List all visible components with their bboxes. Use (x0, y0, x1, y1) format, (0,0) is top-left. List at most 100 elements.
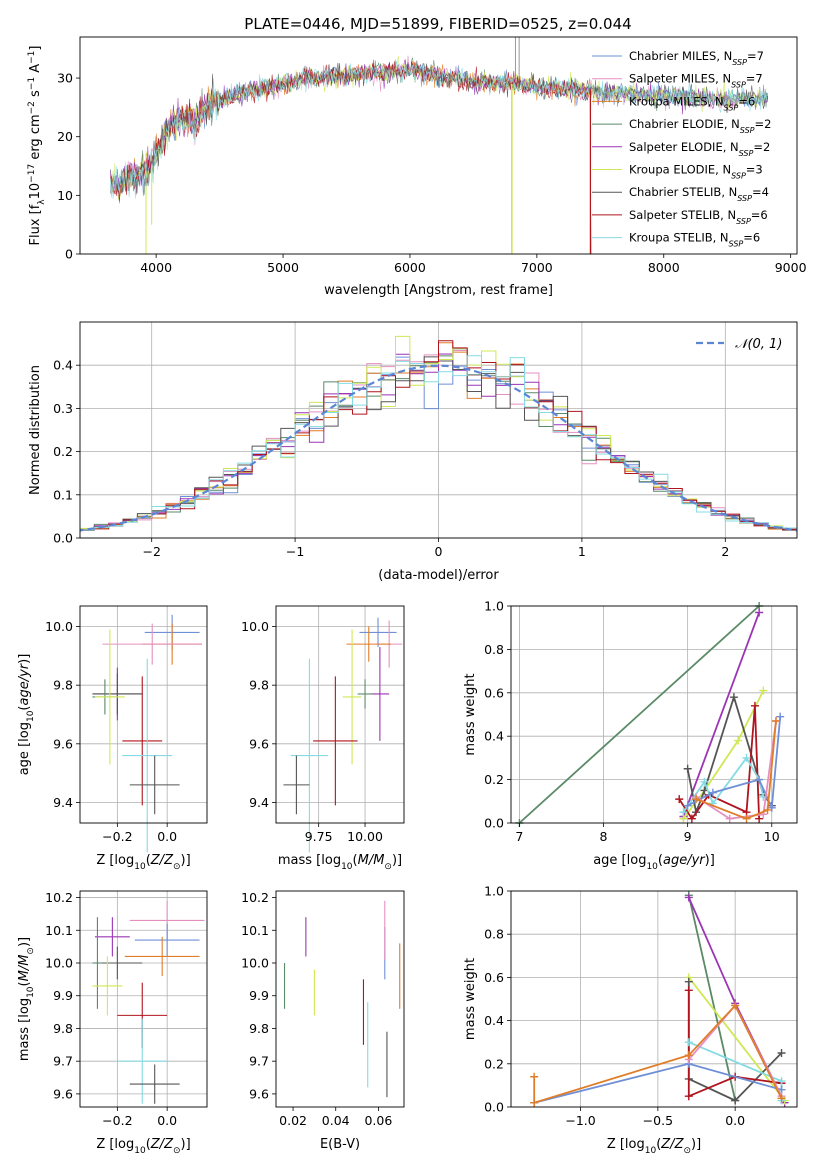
weight-marker (530, 1098, 539, 1107)
x-tick-label: 10 (764, 829, 780, 844)
y-tick-label: 9.4 (53, 795, 73, 810)
massweight-vs-Z-frame (510, 890, 798, 1108)
weight-marker (742, 814, 751, 823)
y-axis-label: Normed distribution (28, 365, 43, 495)
x-tick-label: 7000 (521, 260, 553, 275)
weight-marker (692, 795, 701, 804)
spectrum-line (110, 61, 592, 254)
weight-marker (750, 701, 759, 710)
age-vs-mass-grid (276, 606, 404, 823)
x-axis-label: wavelength [Angstrom, rest frame] (324, 283, 553, 298)
x-tick-label: 10.00 (347, 829, 383, 844)
y-tick-label: 9.8 (249, 1021, 269, 1036)
spectrum-legend: Chabrier MILES, NSSP=7 Salpeter MILES, NS… (592, 49, 771, 248)
weight-marker (684, 1038, 693, 1047)
x-tick-label: 0.0 (157, 1113, 177, 1128)
x-tick-label: 8 (600, 829, 608, 844)
weight-line (682, 612, 760, 817)
weight-marker (759, 686, 768, 695)
legend-entry: Salpeter MILES, NSSP=7 (629, 72, 763, 90)
legend-entry: Chabrier ELODIE, NSSP=2 (629, 117, 771, 135)
y-tick-label: 9.9 (249, 988, 269, 1003)
spectrum-frame (79, 36, 798, 255)
weight-line (687, 895, 737, 1101)
weight-marker (687, 814, 696, 823)
mass-vs-Z-frame (79, 890, 208, 1108)
y-tick-label: 10.0 (45, 619, 73, 634)
y-tick-label: 0.4 (53, 358, 73, 373)
x-tick-label: 9000 (775, 260, 807, 275)
legend-entry: Salpeter ELODIE, NSSP=2 (629, 140, 770, 158)
x-tick-label: 1 (578, 544, 586, 559)
y-tick-label: 0.4 (484, 729, 504, 744)
y-tick-label: 0.0 (484, 816, 504, 831)
legend-entry: Chabrier STELIB, NSSP=4 (629, 185, 769, 203)
x-axis-label: age [log10(age/yr)] (593, 853, 715, 872)
weight-marker (755, 608, 764, 617)
y-tick-label: 1.0 (484, 599, 504, 614)
massweight-vs-Z-panel: −1.0 −0.5 0.0 0.0 0.2 0.4 0.6 0.8 1.0 Z [log10(Z/… (463, 884, 798, 1156)
y-tick-label: 9.6 (249, 736, 269, 751)
weight-marker (700, 777, 709, 786)
legend-entry: Salpeter STELIB, NSSP=6 (629, 208, 768, 226)
x-tick-label: 8000 (648, 260, 680, 275)
weight-marker (684, 893, 693, 902)
y-tick-label: 9.7 (249, 1054, 269, 1069)
y-tick-label: 10.0 (241, 956, 269, 971)
spectrum-line (110, 60, 768, 199)
x-tick-label: 9 (684, 829, 692, 844)
spectrum-lines (110, 37, 769, 254)
weight-marker (679, 808, 688, 817)
weight-marker (684, 977, 693, 986)
y-tick-label: 10.0 (241, 619, 269, 634)
age-vs-Z-grid (80, 606, 207, 823)
x-tick-label: 0 (435, 544, 443, 559)
y-tick-label: 0.8 (484, 927, 504, 942)
weight-marker (734, 736, 743, 745)
y-tick-label: 0.2 (484, 1056, 504, 1071)
y-axis-label: mass [log10(M/M⊙)] (17, 937, 36, 1061)
legend-entry: Kroupa STELIB, NSSP=6 (629, 231, 760, 249)
y-tick-label: 1.0 (484, 884, 504, 899)
x-tick-label: 0.0 (157, 829, 177, 844)
massweight-vs-age-panel: 7 8 9 10 0.0 0.2 0.4 0.6 0.8 1.0 age [log10(age/yr… (463, 599, 798, 872)
x-tick-label: 6000 (394, 260, 426, 275)
y-tick-label: 0 (65, 247, 73, 262)
massweight-vs-Z-grid (511, 890, 797, 1108)
x-tick-label: −1 (286, 544, 304, 559)
weight-marker (777, 1049, 786, 1057)
x-tick-label: 2 (721, 544, 729, 559)
x-tick-label: 0.0 (725, 1113, 745, 1128)
mass-vs-EBV-frame (275, 890, 405, 1108)
weight-line (695, 720, 777, 820)
x-tick-label: 7 (515, 829, 523, 844)
y-tick-label: 0.2 (484, 772, 504, 787)
weight-marker (742, 753, 751, 762)
y-tick-label: 9.6 (53, 736, 73, 751)
weight-marker (683, 764, 692, 773)
y-tick-label: 9.6 (249, 1086, 269, 1101)
weight-marker (777, 1094, 786, 1103)
y-tick-label: 10.2 (241, 890, 269, 905)
mass-vs-Z-grid (80, 891, 207, 1107)
weight-line (518, 605, 760, 824)
y-tick-label: 9.8 (53, 678, 73, 693)
weight-marker (777, 1077, 786, 1086)
y-tick-label: 0.3 (53, 401, 73, 416)
panels: 4000 5000 6000 7000 8000 90000102030wavelengt… (17, 36, 807, 1156)
weight-line (678, 705, 760, 821)
y-tick-label: 0.8 (484, 642, 504, 657)
y-tick-label: 9.7 (53, 1054, 73, 1069)
y-tick-label: 10.1 (241, 923, 269, 938)
age-vs-Z-panel: −0.2 0.0 9.4 9.6 9.8 10.0 Z [log10(Z/Z⊙)] age [… (17, 605, 208, 872)
age-vs-Z-frame (79, 605, 208, 824)
spectrum-line (110, 62, 769, 204)
weight-line (688, 976, 786, 1102)
weight-marker (763, 805, 772, 814)
spectrum-panel: 4000 5000 6000 7000 8000 9000 0 10 20 30 wavelengt… (27, 36, 807, 298)
weight-marker (675, 795, 684, 804)
y-tick-label: 0.1 (53, 487, 73, 502)
residuals-hist (80, 335, 797, 534)
y-tick-label: 9.8 (53, 1021, 73, 1036)
